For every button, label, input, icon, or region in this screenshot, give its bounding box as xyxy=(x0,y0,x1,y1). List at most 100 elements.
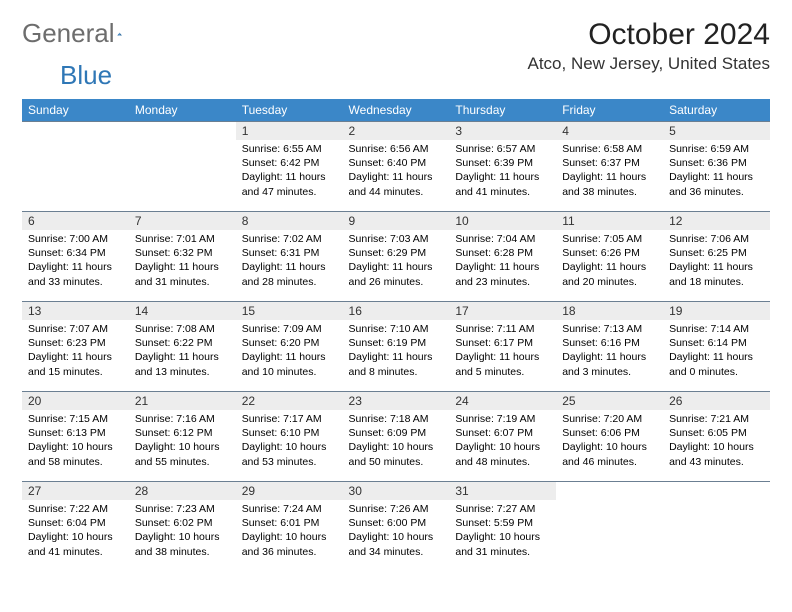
day-number: 15 xyxy=(236,302,343,320)
daylight-text: Daylight: 11 hours and 0 minutes. xyxy=(669,350,764,378)
day-cell: 7Sunrise: 7:01 AMSunset: 6:32 PMDaylight… xyxy=(129,212,236,302)
day-content: Sunrise: 7:06 AMSunset: 6:25 PMDaylight:… xyxy=(663,230,770,293)
sunset-text: Sunset: 6:07 PM xyxy=(455,426,550,440)
day-cell: 27Sunrise: 7:22 AMSunset: 6:04 PMDayligh… xyxy=(22,482,129,572)
sunset-text: Sunset: 6:00 PM xyxy=(349,516,444,530)
logo-sail-icon xyxy=(117,24,122,44)
sunset-text: Sunset: 6:19 PM xyxy=(349,336,444,350)
day-cell: 21Sunrise: 7:16 AMSunset: 6:12 PMDayligh… xyxy=(129,392,236,482)
sunset-text: Sunset: 6:17 PM xyxy=(455,336,550,350)
sunset-text: Sunset: 6:23 PM xyxy=(28,336,123,350)
daylight-text: Daylight: 10 hours and 31 minutes. xyxy=(455,530,550,558)
sunset-text: Sunset: 5:59 PM xyxy=(455,516,550,530)
sunset-text: Sunset: 6:29 PM xyxy=(349,246,444,260)
title-block: October 2024 Atco, New Jersey, United St… xyxy=(527,18,770,74)
sunset-text: Sunset: 6:20 PM xyxy=(242,336,337,350)
day-cell: 10Sunrise: 7:04 AMSunset: 6:28 PMDayligh… xyxy=(449,212,556,302)
sunset-text: Sunset: 6:02 PM xyxy=(135,516,230,530)
sunset-text: Sunset: 6:42 PM xyxy=(242,156,337,170)
day-cell: 2Sunrise: 6:56 AMSunset: 6:40 PMDaylight… xyxy=(343,122,450,212)
day-content: Sunrise: 7:14 AMSunset: 6:14 PMDaylight:… xyxy=(663,320,770,383)
sunset-text: Sunset: 6:34 PM xyxy=(28,246,123,260)
day-cell: 17Sunrise: 7:11 AMSunset: 6:17 PMDayligh… xyxy=(449,302,556,392)
day-number xyxy=(556,482,663,500)
sunrise-text: Sunrise: 7:01 AM xyxy=(135,232,230,246)
day-cell: 13Sunrise: 7:07 AMSunset: 6:23 PMDayligh… xyxy=(22,302,129,392)
sunset-text: Sunset: 6:28 PM xyxy=(455,246,550,260)
day-cell: 28Sunrise: 7:23 AMSunset: 6:02 PMDayligh… xyxy=(129,482,236,572)
day-content: Sunrise: 7:16 AMSunset: 6:12 PMDaylight:… xyxy=(129,410,236,473)
day-number: 29 xyxy=(236,482,343,500)
daylight-text: Daylight: 11 hours and 31 minutes. xyxy=(135,260,230,288)
day-number: 20 xyxy=(22,392,129,410)
day-number: 17 xyxy=(449,302,556,320)
day-content: Sunrise: 7:22 AMSunset: 6:04 PMDaylight:… xyxy=(22,500,129,563)
day-cell: 9Sunrise: 7:03 AMSunset: 6:29 PMDaylight… xyxy=(343,212,450,302)
day-cell: 19Sunrise: 7:14 AMSunset: 6:14 PMDayligh… xyxy=(663,302,770,392)
day-cell: 22Sunrise: 7:17 AMSunset: 6:10 PMDayligh… xyxy=(236,392,343,482)
sunset-text: Sunset: 6:05 PM xyxy=(669,426,764,440)
day-content: Sunrise: 7:23 AMSunset: 6:02 PMDaylight:… xyxy=(129,500,236,563)
sunrise-text: Sunrise: 7:08 AM xyxy=(135,322,230,336)
day-cell: 18Sunrise: 7:13 AMSunset: 6:16 PMDayligh… xyxy=(556,302,663,392)
day-number xyxy=(129,122,236,140)
sunrise-text: Sunrise: 6:57 AM xyxy=(455,142,550,156)
day-cell: 3Sunrise: 6:57 AMSunset: 6:39 PMDaylight… xyxy=(449,122,556,212)
logo: General xyxy=(22,18,147,49)
day-number: 12 xyxy=(663,212,770,230)
day-content: Sunrise: 7:13 AMSunset: 6:16 PMDaylight:… xyxy=(556,320,663,383)
day-content: Sunrise: 7:18 AMSunset: 6:09 PMDaylight:… xyxy=(343,410,450,473)
daylight-text: Daylight: 11 hours and 10 minutes. xyxy=(242,350,337,378)
daylight-text: Daylight: 11 hours and 28 minutes. xyxy=(242,260,337,288)
day-content: Sunrise: 7:08 AMSunset: 6:22 PMDaylight:… xyxy=(129,320,236,383)
day-cell: 15Sunrise: 7:09 AMSunset: 6:20 PMDayligh… xyxy=(236,302,343,392)
calendar-week: 1Sunrise: 6:55 AMSunset: 6:42 PMDaylight… xyxy=(22,122,770,212)
sunset-text: Sunset: 6:16 PM xyxy=(562,336,657,350)
daylight-text: Daylight: 10 hours and 55 minutes. xyxy=(135,440,230,468)
day-content: Sunrise: 6:55 AMSunset: 6:42 PMDaylight:… xyxy=(236,140,343,203)
daylight-text: Daylight: 10 hours and 50 minutes. xyxy=(349,440,444,468)
day-number: 25 xyxy=(556,392,663,410)
day-cell: 23Sunrise: 7:18 AMSunset: 6:09 PMDayligh… xyxy=(343,392,450,482)
calendar-week: 20Sunrise: 7:15 AMSunset: 6:13 PMDayligh… xyxy=(22,392,770,482)
sunrise-text: Sunrise: 7:13 AM xyxy=(562,322,657,336)
sunrise-text: Sunrise: 7:07 AM xyxy=(28,322,123,336)
day-number: 23 xyxy=(343,392,450,410)
day-cell: 14Sunrise: 7:08 AMSunset: 6:22 PMDayligh… xyxy=(129,302,236,392)
daylight-text: Daylight: 11 hours and 23 minutes. xyxy=(455,260,550,288)
day-content: Sunrise: 7:03 AMSunset: 6:29 PMDaylight:… xyxy=(343,230,450,293)
daylight-text: Daylight: 10 hours and 48 minutes. xyxy=(455,440,550,468)
day-content: Sunrise: 7:09 AMSunset: 6:20 PMDaylight:… xyxy=(236,320,343,383)
sunset-text: Sunset: 6:26 PM xyxy=(562,246,657,260)
weekday-header: Sunday xyxy=(22,99,129,122)
day-cell: 5Sunrise: 6:59 AMSunset: 6:36 PMDaylight… xyxy=(663,122,770,212)
day-content: Sunrise: 7:11 AMSunset: 6:17 PMDaylight:… xyxy=(449,320,556,383)
day-cell: 25Sunrise: 7:20 AMSunset: 6:06 PMDayligh… xyxy=(556,392,663,482)
sunset-text: Sunset: 6:10 PM xyxy=(242,426,337,440)
day-number: 4 xyxy=(556,122,663,140)
weekday-header: Thursday xyxy=(449,99,556,122)
day-number: 16 xyxy=(343,302,450,320)
sunset-text: Sunset: 6:06 PM xyxy=(562,426,657,440)
day-content: Sunrise: 7:00 AMSunset: 6:34 PMDaylight:… xyxy=(22,230,129,293)
day-number xyxy=(663,482,770,500)
daylight-text: Daylight: 11 hours and 8 minutes. xyxy=(349,350,444,378)
calendar-page: General October 2024 Atco, New Jersey, U… xyxy=(0,0,792,590)
daylight-text: Daylight: 10 hours and 46 minutes. xyxy=(562,440,657,468)
weekday-header: Monday xyxy=(129,99,236,122)
day-cell: 12Sunrise: 7:06 AMSunset: 6:25 PMDayligh… xyxy=(663,212,770,302)
daylight-text: Daylight: 10 hours and 41 minutes. xyxy=(28,530,123,558)
weekday-header: Wednesday xyxy=(343,99,450,122)
day-number: 14 xyxy=(129,302,236,320)
sunrise-text: Sunrise: 7:18 AM xyxy=(349,412,444,426)
sunrise-text: Sunrise: 6:58 AM xyxy=(562,142,657,156)
day-content: Sunrise: 6:58 AMSunset: 6:37 PMDaylight:… xyxy=(556,140,663,203)
sunrise-text: Sunrise: 7:22 AM xyxy=(28,502,123,516)
sunset-text: Sunset: 6:04 PM xyxy=(28,516,123,530)
calendar-header: SundayMondayTuesdayWednesdayThursdayFrid… xyxy=(22,99,770,122)
day-number: 6 xyxy=(22,212,129,230)
sunrise-text: Sunrise: 7:11 AM xyxy=(455,322,550,336)
day-cell xyxy=(129,122,236,212)
sunrise-text: Sunrise: 7:02 AM xyxy=(242,232,337,246)
day-content: Sunrise: 7:17 AMSunset: 6:10 PMDaylight:… xyxy=(236,410,343,473)
